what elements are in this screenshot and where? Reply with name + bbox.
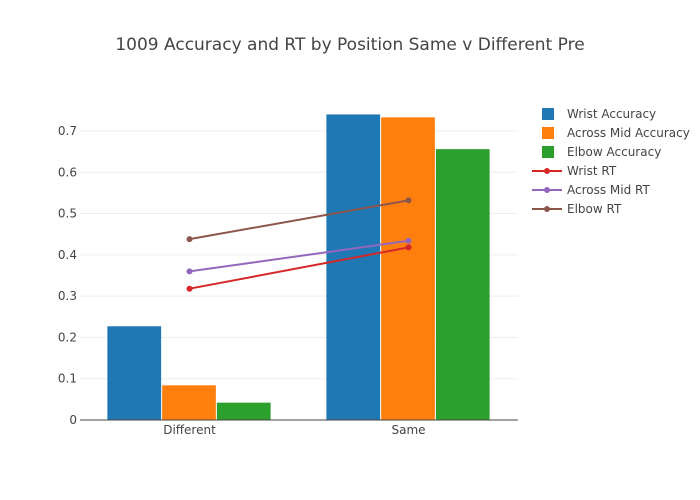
legend-marker-wrist-rt <box>544 168 550 174</box>
legend-marker-elbow-rt <box>544 206 550 212</box>
legend-label: Wrist RT <box>567 164 617 178</box>
lines-layer <box>186 197 412 292</box>
point-elbow-rt <box>186 236 193 243</box>
y-tick-label: 0 <box>69 413 77 427</box>
legend-label: Wrist Accuracy <box>567 107 656 121</box>
legend-swatch-wrist-accuracy <box>542 108 554 120</box>
legend-swatch-elbow-accuracy <box>542 146 554 158</box>
point-wrist-rt <box>186 285 193 292</box>
point-across-mid-rt <box>405 237 412 244</box>
axis-layer: 0 0.1 0.2 0.3 0.4 0.5 0.6 0.7 Different Same <box>58 124 518 437</box>
point-elbow-rt <box>405 197 412 204</box>
legend-label: Elbow Accuracy <box>567 145 661 159</box>
legend-label: Elbow RT <box>567 202 622 216</box>
line-across-mid-rt <box>189 239 409 273</box>
bar-across-mid-accuracy <box>381 117 435 421</box>
bar-wrist-accuracy <box>107 326 162 420</box>
legend-label: Across Mid RT <box>567 183 651 197</box>
line-wrist-rt <box>189 246 409 290</box>
y-tick-label: 0.3 <box>58 289 77 303</box>
bars-layer <box>107 114 490 421</box>
chart-title: 1009 Accuracy and RT by Position Same v … <box>115 35 584 55</box>
y-tick-label: 0.7 <box>58 124 77 138</box>
bar-elbow-accuracy <box>216 402 271 420</box>
legend-label: Across Mid Accuracy <box>567 126 690 140</box>
bar-across-mid-accuracy <box>162 385 216 420</box>
legend-swatch-across-mid-accuracy <box>542 127 554 139</box>
line-elbow-rt <box>189 199 409 241</box>
legend-marker-across-mid-rt <box>544 187 550 193</box>
bar-wrist-accuracy <box>326 114 381 421</box>
y-tick-label: 0.2 <box>58 330 77 344</box>
x-tick-label: Same <box>391 423 425 437</box>
bar-elbow-accuracy <box>435 149 490 420</box>
y-tick-label: 0.6 <box>58 165 77 179</box>
x-tick-label: Different <box>163 423 216 437</box>
y-tick-label: 0.1 <box>58 372 77 386</box>
point-across-mid-rt <box>186 268 193 275</box>
legend-layer: Wrist Accuracy Across Mid Accuracy Elbow A… <box>532 107 690 216</box>
y-tick-label: 0.5 <box>58 207 77 221</box>
point-wrist-rt <box>405 244 412 251</box>
y-tick-label: 0.4 <box>58 248 77 262</box>
